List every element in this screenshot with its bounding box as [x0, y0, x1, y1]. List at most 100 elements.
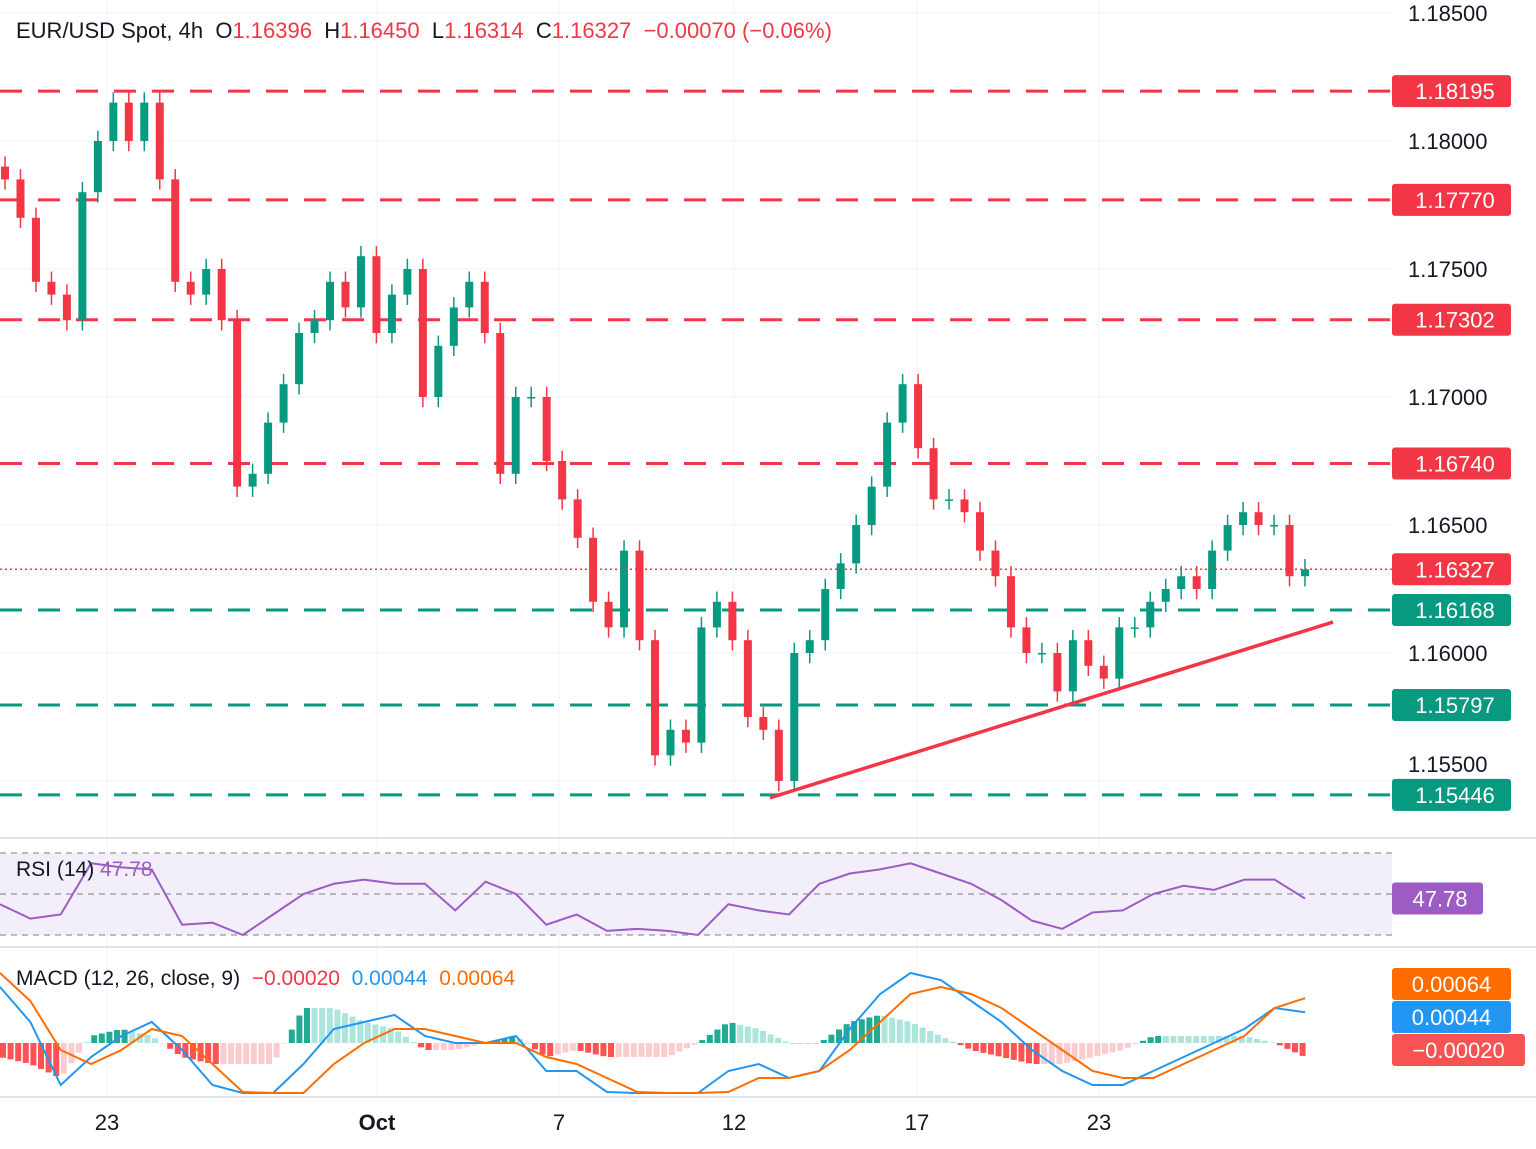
- macd-histogram-bar: [243, 1043, 250, 1064]
- macd-histogram-bar: [798, 1043, 804, 1044]
- macd-line-value: 0.00044: [351, 967, 428, 990]
- macd-histogram-bar: [653, 1043, 660, 1057]
- resistance-level-label: 1.18195: [1415, 79, 1495, 104]
- macd-histogram-bar: [273, 1043, 280, 1058]
- macd-histogram-bar: [881, 1016, 888, 1043]
- candle-body: [635, 550, 644, 641]
- macd-histogram-bar: [934, 1034, 941, 1043]
- macd-histogram-bar: [494, 1040, 500, 1043]
- macd-histogram-bar: [1246, 1037, 1253, 1043]
- candle-body: [248, 473, 257, 487]
- macd-badge: [1392, 968, 1511, 1000]
- macd-histogram-bar: [585, 1043, 592, 1053]
- candle-body: [558, 461, 567, 500]
- macd-histogram-bar: [722, 1024, 728, 1043]
- y-tick-label: 1.15500: [1408, 752, 1488, 777]
- macd-histogram-bar: [1185, 1036, 1192, 1043]
- macd-histogram-bar: [691, 1043, 698, 1045]
- macd-histogram-bar: [592, 1043, 599, 1055]
- macd-histogram-bar: [600, 1043, 607, 1057]
- trendline: [769, 620, 1334, 800]
- macd-badge-label: 0.00044: [1412, 1005, 1492, 1030]
- support-level-label: 1.15797: [1415, 693, 1495, 718]
- candle-body: [264, 422, 273, 474]
- macd-histogram-bar: [1155, 1036, 1162, 1043]
- symbol-title: EUR/USD Spot, 4h: [16, 18, 204, 43]
- macd-badge: [1392, 1001, 1511, 1033]
- support-level-label: 1.15446: [1415, 783, 1495, 808]
- macd-histogram-bar: [30, 1043, 37, 1066]
- close-label: C: [535, 18, 552, 43]
- macd-histogram-bar: [570, 1043, 576, 1051]
- macd-histogram-bar: [60, 1043, 67, 1074]
- macd-histogram-bar: [676, 1043, 683, 1052]
- y-tick-label: 1.16500: [1408, 513, 1488, 538]
- macd-histogram-bar: [38, 1043, 44, 1069]
- candle-body: [1208, 550, 1217, 589]
- macd-histogram-bar: [889, 1017, 896, 1043]
- macd-histogram-bar: [1147, 1037, 1154, 1043]
- macd-histogram-bar: [190, 1043, 196, 1060]
- candle-body: [651, 640, 659, 756]
- macd-histogram-bar: [220, 1043, 227, 1064]
- close-value: 1.16327: [551, 18, 632, 43]
- macd-histogram-bar: [159, 1043, 166, 1044]
- candle-body: [356, 256, 365, 308]
- macd-histogram-bar: [972, 1043, 979, 1052]
- macd-histogram-bar: [775, 1037, 782, 1043]
- candle-body: [1099, 665, 1108, 679]
- macd-legend[interactable]: MACD (12, 26, close, 9) −0.00020 0.00044…: [16, 967, 515, 991]
- x-tick-label: 17: [905, 1110, 929, 1135]
- macd-histogram-bar: [1292, 1043, 1298, 1053]
- candle-body: [604, 601, 613, 628]
- candle-body: [836, 563, 845, 589]
- macd-histogram-bar: [144, 1034, 151, 1043]
- candle-body: [202, 269, 211, 295]
- y-tick-label: 1.18000: [1408, 129, 1488, 154]
- candle-body: [1254, 512, 1263, 525]
- macd-histogram-bar: [1010, 1043, 1017, 1060]
- macd-histogram-bar: [1193, 1036, 1200, 1043]
- macd-badge-label: 0.00064: [1412, 972, 1492, 997]
- rsi-legend[interactable]: RSI (14) 47.78: [16, 858, 153, 882]
- macd-histogram-bar: [410, 1042, 417, 1043]
- macd-histogram-bar: [646, 1043, 652, 1057]
- candle-body: [47, 281, 56, 295]
- candle-body: [867, 486, 876, 525]
- macd-histogram-bar: [212, 1043, 219, 1064]
- candle-body: [976, 512, 984, 551]
- candle-body: [743, 640, 752, 717]
- macd-badge: [1392, 1034, 1525, 1066]
- macd-histogram-bar: [1208, 1036, 1215, 1043]
- macd-histogram-bar: [813, 1043, 820, 1044]
- low-label: L: [431, 18, 445, 43]
- macd-histogram-bar: [866, 1017, 873, 1043]
- candle-body: [712, 601, 721, 628]
- x-tick-label: 12: [722, 1110, 746, 1135]
- candle-body: [1192, 576, 1201, 589]
- resistance-level-badge: [1392, 183, 1511, 216]
- y-tick-label: 1.18500: [1408, 1, 1488, 26]
- macd-histogram-bar: [7, 1043, 14, 1060]
- macd-histogram-bar: [638, 1043, 645, 1057]
- candle-body: [774, 729, 783, 781]
- rsi-value: 47.78: [100, 858, 153, 881]
- macd-histogram-bar: [326, 1008, 333, 1043]
- macd-histogram-bar: [395, 1031, 402, 1043]
- candle-body: [620, 550, 629, 628]
- macd-histogram-bar: [1026, 1043, 1032, 1064]
- macd-histogram-bar: [402, 1036, 409, 1043]
- support-level-badge: [1392, 688, 1511, 721]
- macd-histogram-bar: [266, 1043, 272, 1064]
- candle-body: [1146, 601, 1155, 628]
- macd-histogram-bar: [167, 1043, 174, 1049]
- candle-body: [295, 333, 304, 385]
- candle-body: [1239, 512, 1248, 525]
- macd-histogram-bar: [433, 1043, 440, 1050]
- macd-histogram-bar: [1299, 1043, 1306, 1056]
- candle-body: [1270, 525, 1279, 527]
- candle-body: [372, 256, 381, 333]
- macd-histogram-bar: [53, 1043, 60, 1076]
- macd-histogram-bar: [767, 1034, 774, 1043]
